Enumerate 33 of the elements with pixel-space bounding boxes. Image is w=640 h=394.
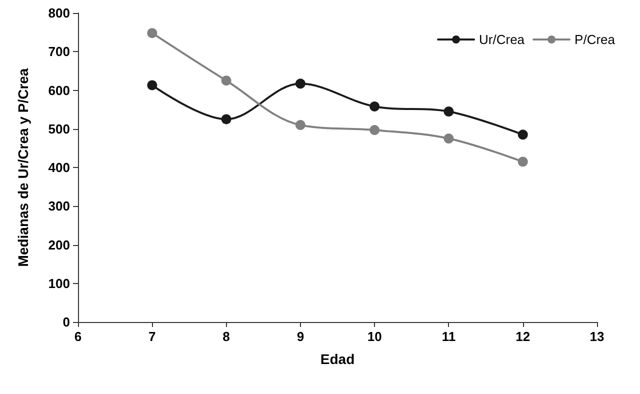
- y-tick-label: 800: [48, 6, 70, 20]
- y-axis-title: Medianas de Ur/Crea y P/Crea: [15, 68, 31, 267]
- x-axis-title: Edad: [320, 351, 355, 367]
- point: [147, 80, 158, 90]
- legend-label: Ur/Crea: [479, 32, 526, 47]
- point: [518, 130, 528, 140]
- point: [295, 78, 306, 89]
- x-tick-label: 12: [516, 329, 530, 344]
- point: [444, 134, 454, 144]
- x-tick-label: 11: [442, 329, 456, 344]
- point: [221, 114, 232, 124]
- y-tick-label: 300: [48, 198, 70, 214]
- point: [444, 106, 454, 116]
- legend-label: P/Crea: [574, 32, 616, 47]
- x-tick-label: 6: [74, 329, 82, 344]
- x-tick-label: 8: [222, 329, 230, 344]
- point: [518, 156, 528, 167]
- x-tick-label: 13: [590, 329, 604, 344]
- y-tick-label: 200: [48, 237, 70, 252]
- y-tick-label: 0: [62, 314, 70, 330]
- y-tick-label: 600: [48, 82, 70, 98]
- x-tick-label: 9: [296, 329, 304, 344]
- point: [221, 76, 232, 86]
- y-tick-label: 700: [48, 44, 70, 60]
- point: [295, 120, 306, 130]
- y-tick-label: 500: [48, 121, 70, 136]
- y-tick-label: 400: [48, 160, 70, 175]
- point: [370, 101, 380, 112]
- x-tick-label: 10: [367, 329, 382, 344]
- y-tick-label: 100: [48, 276, 70, 291]
- point: [370, 125, 380, 136]
- x-tick-label: 7: [148, 329, 156, 344]
- point: [147, 28, 158, 38]
